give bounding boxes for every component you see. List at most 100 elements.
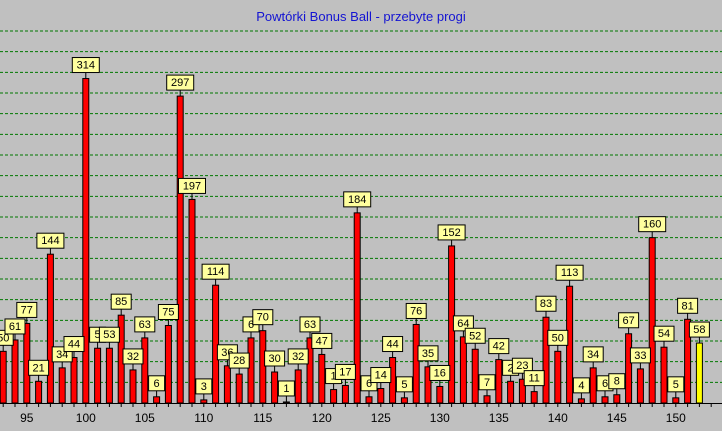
bar xyxy=(648,237,656,404)
bar xyxy=(341,384,349,404)
bar xyxy=(0,350,7,404)
data-label: 160 xyxy=(643,219,661,231)
data-label: 21 xyxy=(32,362,44,374)
data-label-box xyxy=(452,315,474,332)
data-label-box xyxy=(343,191,372,208)
bar xyxy=(554,350,562,404)
data-label: 85 xyxy=(115,296,127,308)
x-tick-label: 105 xyxy=(135,411,155,425)
bar xyxy=(164,325,172,404)
data-label-box xyxy=(429,364,451,381)
data-label-box xyxy=(535,295,557,312)
data-label-box xyxy=(28,359,50,376)
data-label-box xyxy=(572,377,590,394)
bar xyxy=(129,369,137,404)
data-label-box xyxy=(287,348,309,365)
bar xyxy=(11,339,19,404)
data-label: 50 xyxy=(552,332,564,344)
data-label-box xyxy=(148,375,166,392)
bar xyxy=(223,365,231,404)
data-label: 17 xyxy=(339,366,351,378)
data-label-box xyxy=(667,376,685,393)
data-label: 114 xyxy=(207,266,225,278)
bar xyxy=(471,348,479,404)
bar xyxy=(436,385,444,404)
data-label-box xyxy=(677,297,699,314)
data-label-box xyxy=(122,348,144,365)
data-label: 7 xyxy=(484,377,490,389)
bar xyxy=(35,380,43,404)
data-label: 30 xyxy=(268,353,280,365)
data-label-box xyxy=(166,74,195,91)
data-label-box xyxy=(16,301,38,318)
data-label: 6 xyxy=(366,378,372,390)
data-label: 3 xyxy=(201,381,207,393)
data-label: 297 xyxy=(171,77,189,89)
bar xyxy=(153,396,161,404)
bar xyxy=(459,336,467,404)
data-label: 61 xyxy=(9,321,21,333)
bar xyxy=(400,397,408,404)
data-label-box xyxy=(311,332,333,349)
data-label-box xyxy=(71,57,100,74)
data-label: 44 xyxy=(386,339,398,351)
data-label: 47 xyxy=(316,335,328,347)
data-label: 6 xyxy=(154,378,160,390)
data-label: 14 xyxy=(375,370,387,382)
bar xyxy=(46,253,54,404)
data-label: 77 xyxy=(21,304,33,316)
data-label-box xyxy=(277,380,295,397)
bar xyxy=(105,347,113,404)
bar xyxy=(294,369,302,404)
bar xyxy=(259,330,267,404)
x-tick-label: 125 xyxy=(371,411,391,425)
data-label: 16 xyxy=(434,367,446,379)
data-label-box xyxy=(36,232,65,249)
bar xyxy=(58,367,66,404)
data-label-box xyxy=(110,293,132,310)
data-label: 75 xyxy=(162,307,174,319)
data-label-box xyxy=(201,263,230,280)
data-label-box xyxy=(638,216,667,233)
data-label-box xyxy=(134,316,156,333)
bar xyxy=(601,396,609,404)
bar xyxy=(636,368,644,404)
bar xyxy=(377,388,385,404)
data-label: 2 xyxy=(508,362,514,374)
data-label-box xyxy=(437,224,466,241)
data-label-box xyxy=(63,336,85,353)
data-label-box xyxy=(417,345,439,362)
data-label: 32 xyxy=(127,351,139,363)
data-label: 67 xyxy=(622,315,634,327)
x-tick-label: 140 xyxy=(548,411,568,425)
data-label: 63 xyxy=(139,319,151,331)
data-label: 34 xyxy=(587,349,599,361)
data-label: 5 xyxy=(401,379,407,391)
data-label-box xyxy=(555,264,584,281)
bar xyxy=(318,353,326,404)
data-label-box xyxy=(370,367,392,384)
data-label: 50 xyxy=(0,332,9,344)
x-tick-label: 130 xyxy=(430,411,450,425)
bar xyxy=(577,398,585,404)
x-tick-label: 150 xyxy=(666,411,686,425)
bar xyxy=(530,391,538,404)
data-label-box xyxy=(511,357,533,374)
data-label: 81 xyxy=(681,300,693,312)
data-label: 64 xyxy=(457,318,469,330)
data-label: 83 xyxy=(540,298,552,310)
data-label-box xyxy=(547,329,569,346)
data-label-box xyxy=(629,347,651,364)
bar xyxy=(660,346,668,404)
bar xyxy=(483,395,491,404)
x-tick-label: 120 xyxy=(312,411,332,425)
data-label: 28 xyxy=(233,355,245,367)
data-label: 4 xyxy=(578,380,584,392)
bar xyxy=(82,78,90,404)
bar xyxy=(330,389,338,404)
data-label-box xyxy=(488,338,510,355)
bar xyxy=(495,359,503,404)
bar xyxy=(94,347,102,404)
bar xyxy=(212,284,220,404)
